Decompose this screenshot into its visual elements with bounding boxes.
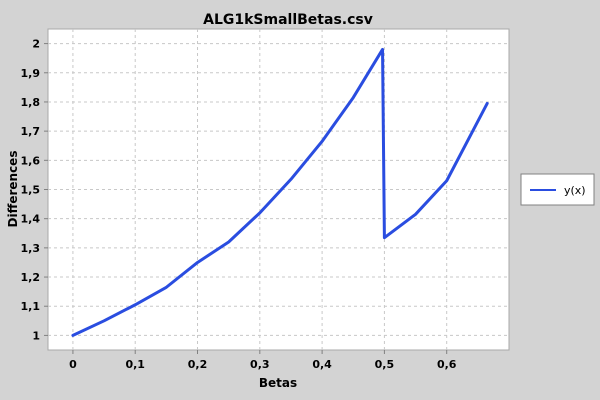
series-layer (71, 47, 489, 337)
y-tick-label: 1,4 (21, 213, 41, 226)
x-tick-label: 0,2 (188, 358, 208, 371)
x-tick-label: 0,3 (250, 358, 270, 371)
y-tick-label: 1,8 (21, 96, 41, 109)
legend: y(x) (520, 173, 595, 206)
legend-label: y(x) (564, 184, 586, 197)
x-tick-label: 0,6 (437, 358, 457, 371)
y-tick-label: 1,5 (21, 184, 41, 197)
y-tick-label: 1,9 (21, 67, 41, 80)
x-axis-label: Betas (259, 376, 297, 390)
y-tick-label: 1,2 (21, 271, 41, 284)
chart-title: ALG1kSmallBetas.csv (203, 12, 373, 28)
x-tick-label: 0,4 (312, 358, 332, 371)
axis-ticks: 0 0,1 0,2 0,3 0,4 0,5 0,6 1 1,1 1,2 1,3 1,4 1,5 1,6 1,… (21, 38, 457, 371)
y-axis-label: Differences (6, 151, 20, 228)
y-tick-label: 2 (32, 38, 40, 51)
y-tick-label: 1,1 (21, 300, 41, 313)
y-tick-label: 1 (32, 329, 40, 342)
gridlines (48, 29, 509, 350)
x-tick-label: 0 (69, 358, 77, 371)
y-tick-label: 1,7 (21, 125, 41, 138)
y-tick-label: 1,3 (21, 242, 41, 255)
y-tick-label: 1,6 (21, 154, 41, 167)
x-tick-label: 0,5 (375, 358, 395, 371)
x-tick-label: 0,1 (125, 358, 145, 371)
